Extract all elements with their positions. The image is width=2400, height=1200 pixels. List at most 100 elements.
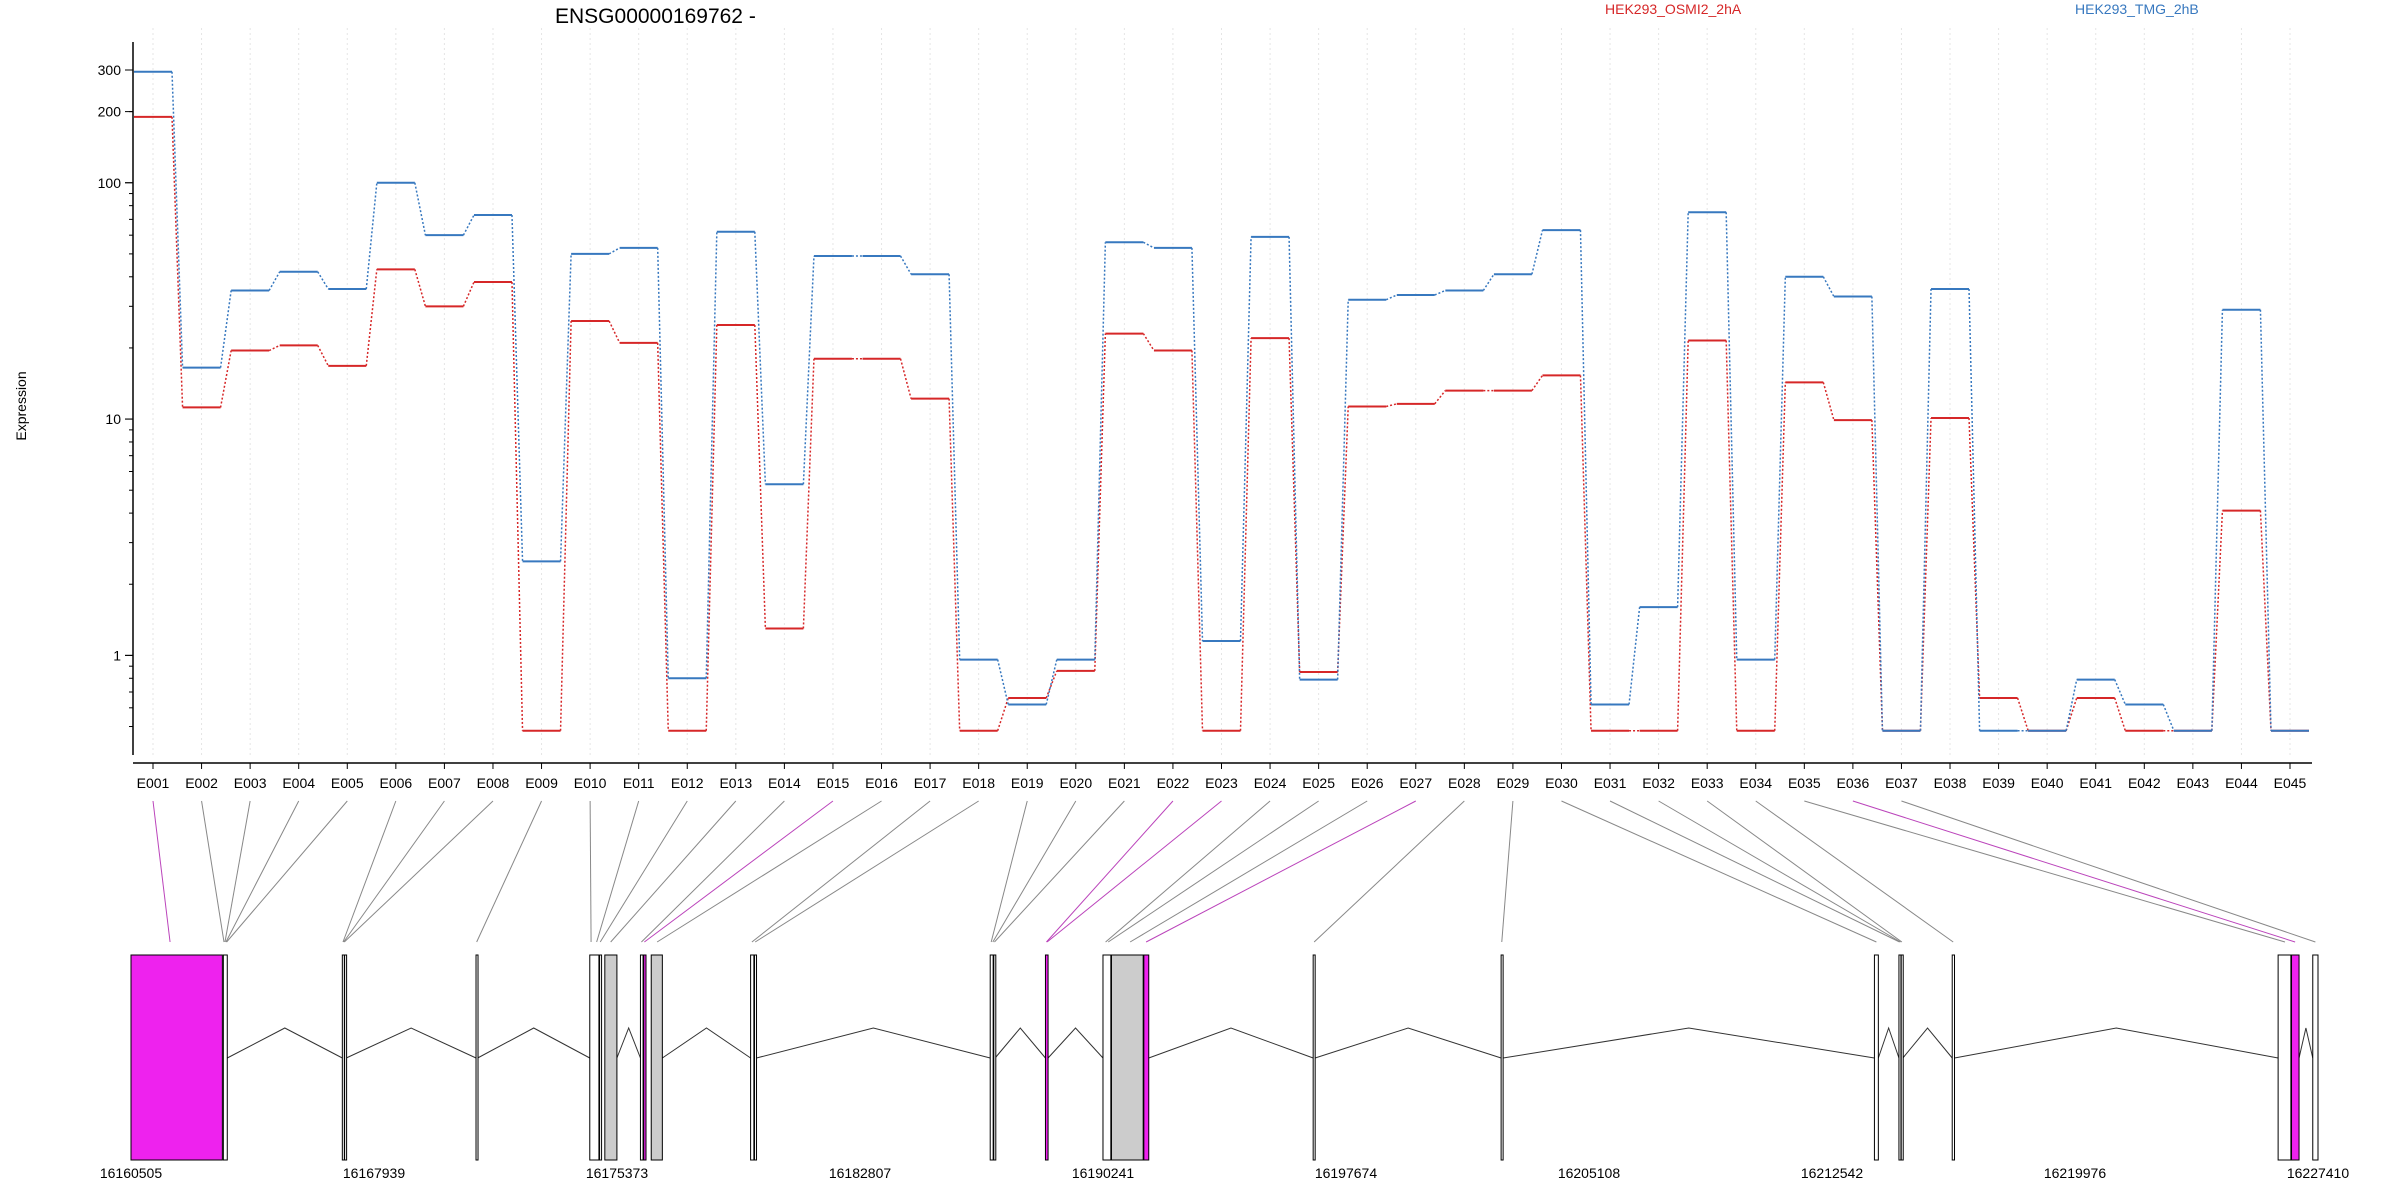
exon-link-line (1706, 800, 1903, 943)
series-connector (1482, 273, 1495, 291)
series-connector (1386, 403, 1397, 408)
x-tick-label: E005 (331, 775, 364, 791)
x-tick-label: E030 (1545, 775, 1578, 791)
exon-box (2291, 954, 2300, 1161)
chart-title: ENSG00000169762 - (555, 5, 756, 28)
series-connector (1628, 607, 1641, 705)
series-connector (996, 659, 1009, 705)
exon-box (475, 954, 479, 1161)
exon-link-line (596, 800, 640, 943)
exon-box (650, 954, 663, 1161)
exon-link-line (656, 800, 882, 943)
exon-box (589, 954, 600, 1161)
intron-chevron (1148, 1027, 1314, 1059)
series-connector (219, 290, 232, 368)
x-tick-label: E011 (623, 775, 655, 791)
legend-series-b: HEK293_TMG_2hB (2075, 1, 2199, 17)
intron-chevron (1047, 1027, 1104, 1059)
exon-box (754, 954, 758, 1161)
series-connector (317, 271, 329, 290)
exon-link-line (599, 800, 688, 943)
x-tick-label: E014 (768, 775, 801, 791)
exon-link-line (589, 800, 592, 943)
series-connector (802, 255, 815, 485)
exon-box (2277, 954, 2292, 1161)
x-tick-label: E019 (1011, 775, 1044, 791)
coordinate-label: 16212542 (1801, 1165, 1864, 1181)
series-connector (2162, 704, 2175, 731)
series-connector (1822, 382, 1835, 421)
x-tick-label: E007 (428, 775, 461, 791)
series-connector (1871, 420, 1884, 731)
exon-link-line (641, 800, 785, 943)
exon-box (599, 954, 603, 1161)
series-connector (1191, 350, 1204, 731)
series-connector (1725, 212, 1738, 660)
x-tick-label: E038 (1934, 775, 1967, 791)
coordinate-tick-labels: 16160505 16167939 16175373 16182807 16190241… (100, 1165, 2350, 1181)
exon-link-line (343, 800, 445, 943)
exon-box (639, 954, 644, 1161)
series-connector (1531, 229, 1544, 275)
exon-box (1951, 954, 1956, 1161)
series-connector (754, 325, 767, 629)
exon-link-line (224, 800, 251, 943)
series-connector (899, 358, 912, 399)
plot-series (134, 70, 2309, 732)
series-connector (1191, 247, 1204, 642)
x-tick-label: E009 (525, 775, 558, 791)
exon-box (222, 954, 228, 1161)
exon-link-line (1852, 800, 2296, 943)
exon-link-line (225, 800, 300, 943)
series-connector (2114, 679, 2126, 705)
x-tick-label: E033 (1691, 775, 1724, 791)
series-connector (511, 215, 524, 562)
exon-box (993, 954, 997, 1161)
x-tick-label: E024 (1254, 775, 1287, 791)
series-connector (1579, 375, 1592, 731)
x-tick-label: E045 (2274, 775, 2307, 791)
series-connector (365, 269, 378, 366)
exon-box (1143, 954, 1150, 1161)
intron-chevron (1954, 1027, 2279, 1059)
series-connector (2114, 697, 2127, 731)
series-connector (948, 398, 961, 731)
x-tick-label: E025 (1302, 775, 1335, 791)
series-connector (1676, 340, 1689, 731)
series-connector (268, 344, 281, 352)
intron-chevron (227, 1027, 343, 1059)
intron-chevron (1314, 1027, 1502, 1059)
series-connector (2016, 697, 2029, 731)
series-connector (559, 253, 572, 562)
series-connector (1045, 670, 1058, 699)
exon-box (2312, 954, 2319, 1161)
series-connector (219, 350, 232, 408)
x-tick-label: E013 (719, 775, 752, 791)
exon-link-line (751, 800, 931, 943)
x-tick-label: E044 (2225, 775, 2258, 791)
series-connector (705, 325, 718, 731)
exon-box (344, 954, 348, 1161)
series-connector (1045, 659, 1058, 705)
x-tick-label: E043 (2177, 775, 2210, 791)
x-tick-label: E015 (817, 775, 850, 791)
series-connector (365, 182, 378, 290)
legend-series-a: HEK293_OSMI2_2hA (1605, 1, 1742, 17)
series-connector (1531, 374, 1544, 392)
series-connector (1871, 296, 1884, 731)
series-connector (656, 342, 669, 731)
exon-link-line (644, 800, 834, 943)
series-connector (1919, 418, 1932, 731)
x-tick-label: E036 (1837, 775, 1870, 791)
series-connector (1968, 289, 1981, 731)
exon-box (1044, 954, 1049, 1161)
series-connector (1434, 390, 1446, 405)
exon-box (1873, 954, 1879, 1161)
x-tick-label: E008 (477, 775, 510, 791)
exon-link-line (342, 800, 397, 943)
intron-chevron (1503, 1027, 1875, 1059)
series-connector (1336, 406, 1349, 673)
x-tick-label: E026 (1351, 775, 1384, 791)
intron-chevron (2298, 1027, 2314, 1059)
